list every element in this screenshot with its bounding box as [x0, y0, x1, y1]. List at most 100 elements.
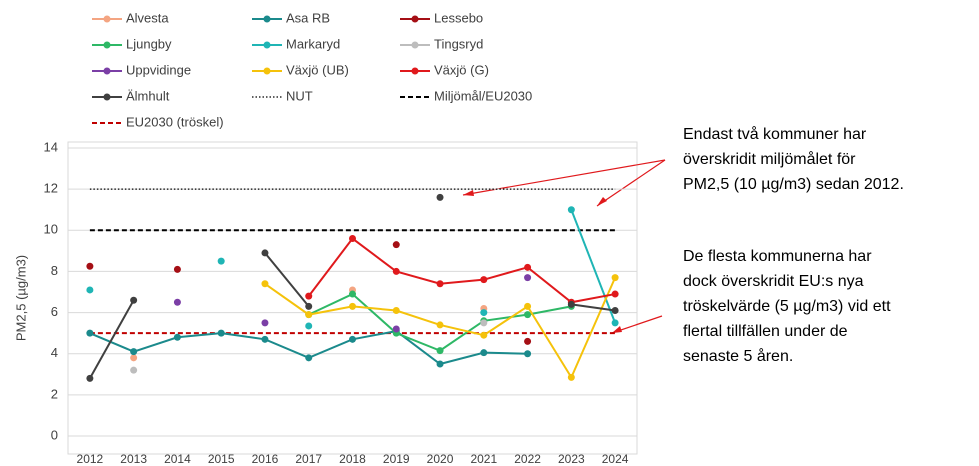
y-tick-label: 14 [44, 139, 58, 154]
point [524, 350, 532, 358]
x-tick-label: 2023 [558, 452, 585, 466]
annotation: De flesta kommunerna har [683, 248, 872, 265]
point [436, 360, 444, 368]
point [349, 235, 356, 243]
y-tick-label: 4 [51, 345, 58, 360]
point [86, 286, 94, 294]
point [392, 267, 400, 275]
y-axis-label: PM2,5 (µg/m3) [13, 255, 28, 341]
point [480, 349, 488, 357]
point [217, 257, 225, 265]
point [436, 280, 444, 288]
point [480, 309, 488, 317]
point [436, 321, 444, 329]
point [261, 335, 269, 343]
y-tick-label: 6 [51, 304, 58, 319]
x-tick-label: 2019 [383, 452, 410, 466]
point [392, 241, 400, 249]
series-line [307, 237, 616, 304]
annotation: flertal tillfällen under de [683, 323, 848, 340]
point [261, 319, 269, 327]
point [524, 263, 532, 271]
x-tick-label: 2012 [77, 452, 104, 466]
point [567, 300, 575, 308]
legend-label: EU2030 (tröskel) [126, 114, 224, 129]
legend-swatch [263, 41, 271, 49]
point [261, 280, 269, 288]
arrow-head [612, 326, 622, 333]
x-tick-label: 2013 [120, 452, 147, 466]
point [611, 307, 619, 315]
point [611, 290, 619, 298]
x-tick-label: 2015 [208, 452, 235, 466]
point [567, 206, 575, 214]
point [349, 290, 356, 298]
x-tick-label: 2016 [252, 452, 279, 466]
plot-border [67, 141, 638, 455]
x-tick-label: 2024 [602, 452, 629, 466]
annotation: överskridit miljömålet för [683, 150, 856, 168]
point [524, 337, 532, 345]
point [480, 319, 488, 327]
y-tick-label: 0 [51, 427, 58, 442]
point [217, 329, 225, 337]
series-line [89, 252, 616, 379]
point [86, 374, 94, 382]
x-tick-label: 2014 [164, 452, 191, 466]
point [130, 296, 138, 304]
legend-swatch [103, 41, 111, 49]
legend-label: Lessebo [434, 10, 483, 25]
point [611, 319, 619, 327]
legend-label: Uppvidinge [126, 62, 191, 77]
legend-label: Alvesta [126, 10, 169, 25]
point [86, 329, 94, 337]
y-tick-label: 10 [44, 222, 58, 237]
x-tick-label: 2017 [295, 452, 322, 466]
point [261, 249, 269, 257]
point [305, 354, 313, 362]
arrow [462, 159, 666, 196]
legend-swatch [411, 15, 419, 23]
annotation: Endast två kommuner har [683, 125, 867, 143]
annotation: PM2,5 (10 µg/m3) sedan 2012. [683, 176, 904, 193]
x-tick-label: 2020 [427, 452, 454, 466]
point [305, 311, 313, 319]
arrow-head [597, 197, 607, 206]
point [86, 262, 94, 270]
legend-label: Växjö (UB) [286, 62, 349, 77]
y-tick-label: 2 [51, 386, 58, 401]
point [480, 331, 488, 339]
legend-swatch [263, 15, 271, 23]
point [436, 347, 444, 355]
point [305, 322, 313, 330]
legend-swatch [103, 15, 111, 23]
point [524, 274, 532, 282]
legend-swatch [103, 93, 111, 101]
arrow-head [463, 190, 474, 196]
series-line [570, 209, 617, 324]
x-tick-label: 2022 [514, 452, 541, 466]
legend-label: Älmhult [126, 88, 170, 103]
legend-label: NUT [286, 88, 313, 103]
legend-swatch [411, 41, 419, 49]
point [524, 302, 532, 310]
point [173, 265, 181, 273]
point [392, 307, 400, 315]
legend-swatch [103, 67, 111, 75]
point [349, 302, 356, 310]
point [567, 373, 575, 381]
legend-label: Tingsryd [434, 36, 483, 51]
annotation: tröskelvärde (5 µg/m3) vid ett [683, 298, 891, 315]
legend-label: Asa RB [286, 10, 330, 25]
x-tick-label: 2021 [470, 452, 497, 466]
legend-label: Ljungby [126, 36, 172, 51]
point [173, 298, 181, 306]
point [130, 348, 138, 356]
point [392, 325, 400, 333]
y-tick-label: 12 [44, 181, 58, 196]
point [524, 311, 532, 319]
point [611, 274, 619, 282]
arrow [596, 159, 666, 207]
point [305, 302, 313, 310]
